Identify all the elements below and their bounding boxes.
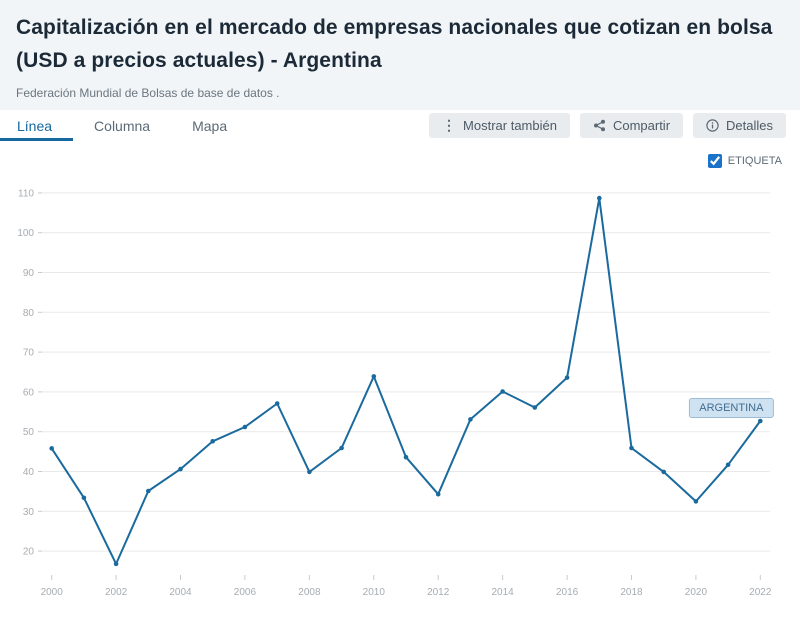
share-icon bbox=[593, 119, 605, 132]
tab-columna[interactable]: Columna bbox=[94, 117, 151, 134]
show-also-button[interactable]: ⋮ Mostrar también bbox=[429, 113, 570, 139]
tab-linea[interactable]: Línea bbox=[0, 110, 74, 141]
svg-text:60: 60 bbox=[23, 387, 35, 398]
svg-text:2018: 2018 bbox=[620, 587, 643, 598]
tab-mapa[interactable]: Mapa bbox=[192, 117, 228, 134]
info-icon bbox=[706, 119, 719, 132]
kebab-icon: ⋮ bbox=[442, 117, 457, 134]
svg-text:50: 50 bbox=[23, 427, 35, 438]
svg-text:2014: 2014 bbox=[491, 587, 514, 598]
etiqueta-checkbox[interactable] bbox=[707, 154, 722, 168]
share-label: Compartir bbox=[612, 118, 671, 134]
svg-text:2020: 2020 bbox=[685, 587, 708, 598]
svg-text:2000: 2000 bbox=[41, 587, 64, 598]
svg-text:2022: 2022 bbox=[749, 587, 772, 598]
series-label-argentina: ARGENTINA bbox=[689, 397, 774, 418]
details-button[interactable]: Detalles bbox=[693, 113, 786, 139]
legend-row: ETIQUETA bbox=[2, 141, 800, 171]
toolbar: ⋮ Mostrar también Compartir bbox=[429, 110, 786, 141]
svg-text:2006: 2006 bbox=[234, 587, 257, 598]
svg-text:70: 70 bbox=[23, 348, 35, 359]
svg-text:110: 110 bbox=[18, 188, 34, 199]
svg-text:40: 40 bbox=[23, 467, 35, 478]
chart-section: ETIQUETA 110 100 90 80 70 60 50 40 30 20 2000 2002 2… bbox=[0, 141, 800, 619]
header: Capitalización en el mercado de empresas… bbox=[0, 0, 800, 100]
svg-text:2002: 2002 bbox=[105, 587, 128, 598]
svg-text:90: 90 bbox=[23, 268, 35, 279]
page-title: Capitalización en el mercado de empresas… bbox=[16, 16, 773, 72]
svg-text:2016: 2016 bbox=[556, 587, 579, 598]
show-also-label: Mostrar también bbox=[463, 118, 557, 134]
svg-text:100: 100 bbox=[17, 228, 34, 239]
svg-text:2004: 2004 bbox=[169, 587, 192, 598]
line-chart[interactable]: 110 100 90 80 70 60 50 40 30 20 2000 2002 2004 2006 20… bbox=[2, 171, 796, 619]
etiqueta-label: ETIQUETA bbox=[727, 155, 782, 167]
svg-text:20: 20 bbox=[23, 547, 35, 558]
svg-text:80: 80 bbox=[23, 308, 35, 319]
source-text: Federación Mundial de Bolsas de base de … bbox=[16, 86, 280, 101]
svg-text:2008: 2008 bbox=[298, 587, 321, 598]
details-label: Detalles bbox=[726, 118, 773, 134]
chart-area: 110 100 90 80 70 60 50 40 30 20 2000 2002 2004 2006 20… bbox=[2, 171, 800, 619]
svg-text:2010: 2010 bbox=[363, 587, 386, 598]
svg-text:2012: 2012 bbox=[427, 587, 450, 598]
tab-list: Línea Columna Mapa bbox=[0, 110, 248, 141]
etiqueta-toggle[interactable]: ETIQUETA bbox=[707, 154, 782, 168]
tab-bar: Línea Columna Mapa ⋮ Mostrar también Com… bbox=[0, 110, 800, 141]
svg-text:30: 30 bbox=[23, 507, 35, 518]
share-button[interactable]: Compartir bbox=[579, 113, 684, 139]
